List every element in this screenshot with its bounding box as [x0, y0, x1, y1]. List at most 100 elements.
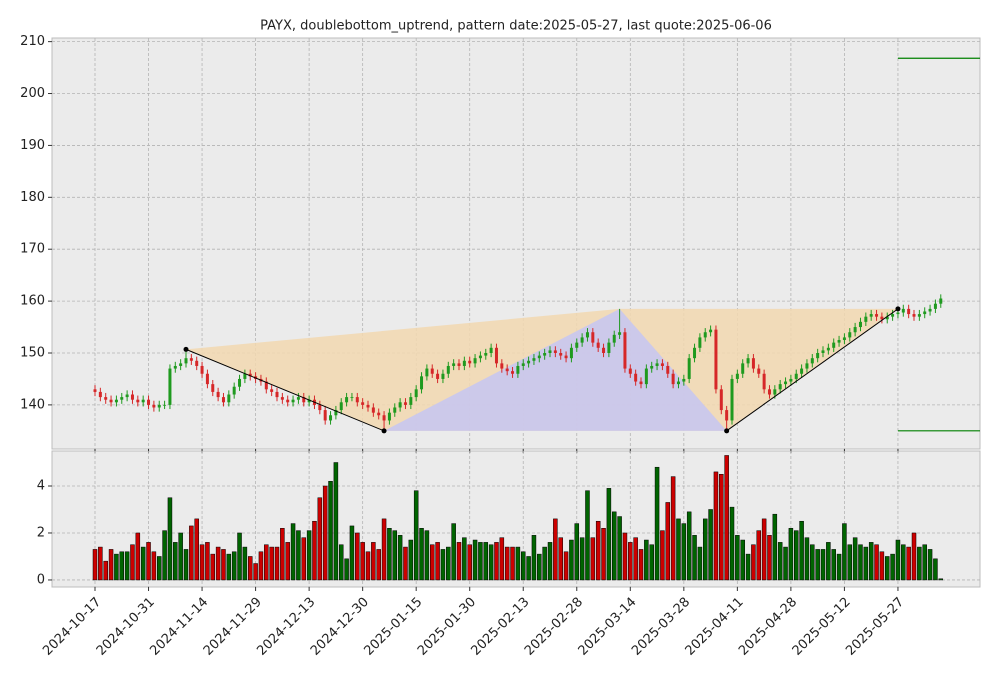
volume-bar: [719, 474, 724, 581]
volume-bar: [365, 551, 371, 581]
volume-bar: [312, 520, 317, 581]
volume-bar: [344, 558, 349, 581]
candle-body: [318, 404, 322, 411]
candle-body: [741, 363, 745, 374]
candle-body: [757, 368, 761, 374]
volume-bar: [478, 542, 483, 581]
candle-body: [329, 415, 333, 421]
volume-bar: [644, 539, 649, 581]
volume-bar: [360, 542, 365, 581]
candle-body: [446, 365, 450, 374]
volume-bar: [258, 551, 264, 581]
volume-bar: [408, 539, 414, 581]
candle-body: [585, 332, 589, 338]
volume-bar: [740, 539, 745, 581]
volume-bar: [526, 556, 531, 581]
volume-bar: [777, 542, 783, 581]
volume-bar: [810, 544, 815, 581]
volume-bar: [702, 518, 708, 581]
volume-bar: [783, 546, 788, 581]
volume-bar: [729, 506, 735, 581]
volume-bar: [371, 542, 376, 581]
candle-body: [901, 308, 905, 313]
candle-body: [478, 355, 482, 359]
volume-bar: [820, 549, 826, 581]
volume-bar: [649, 544, 654, 581]
volume-bar: [826, 542, 831, 581]
candle-body: [826, 347, 830, 351]
volume-bar: [547, 542, 553, 581]
candle-body: [500, 363, 504, 369]
candle-body: [537, 355, 541, 359]
pattern-line: [185, 348, 385, 432]
volume-bar: [531, 535, 537, 581]
y-tick-label: 210: [20, 34, 45, 49]
volume-bar: [237, 532, 242, 581]
candle-body: [173, 365, 177, 369]
candle-body: [591, 332, 595, 343]
candle-body: [505, 368, 509, 372]
candle-body: [816, 352, 820, 359]
candle-body: [286, 399, 290, 403]
y-tick-label: 190: [20, 138, 45, 153]
volume-bar: [376, 549, 381, 581]
candle-body: [639, 381, 643, 385]
volume-bar: [151, 551, 157, 581]
candle-body: [880, 316, 884, 320]
y-tick-label: 0: [37, 572, 45, 587]
y-tick-label: 200: [20, 86, 45, 101]
volume-bar: [328, 481, 333, 581]
candle-body: [414, 389, 418, 398]
volume-bar: [456, 542, 462, 581]
candle-body: [307, 399, 311, 403]
volume-bar: [938, 578, 944, 581]
volume-bar: [429, 544, 435, 581]
candle-body: [789, 378, 793, 382]
candle-body: [302, 397, 306, 403]
volume-bar: [601, 528, 606, 581]
volume-bar: [435, 542, 440, 581]
candle-body: [666, 365, 670, 374]
candle-body: [612, 334, 616, 343]
candle-body: [676, 381, 680, 385]
volume-bar: [264, 544, 269, 581]
volume-bar: [162, 530, 167, 581]
volume-bar: [173, 542, 178, 581]
volume-bar: [119, 551, 125, 581]
candle-body: [355, 397, 359, 403]
volume-bar: [761, 518, 767, 581]
volume-bar: [590, 537, 596, 581]
candle-body: [157, 404, 161, 408]
candle-body: [725, 410, 729, 421]
candle-body: [398, 402, 402, 408]
y-tick-label: 150: [20, 345, 45, 360]
volume-bar: [906, 546, 911, 581]
candle-body: [858, 321, 862, 328]
volume-bar: [130, 544, 135, 581]
candle-body: [655, 363, 659, 366]
candle-body: [907, 308, 911, 315]
volume-bar: [194, 518, 199, 581]
pattern-line: [726, 308, 899, 432]
volume-bar: [183, 549, 189, 581]
volume-bar: [467, 544, 472, 581]
candle-body: [928, 308, 932, 312]
candle-body: [548, 350, 552, 353]
candle-body: [141, 399, 145, 403]
candle-body: [719, 389, 723, 411]
candle-body: [628, 368, 632, 374]
volume-bar: [413, 490, 419, 581]
volume-bar: [767, 535, 772, 581]
candle-body: [516, 365, 520, 374]
candle-body: [746, 358, 750, 364]
candle-body: [425, 368, 429, 377]
candle-body: [130, 394, 134, 400]
volume-bar: [92, 549, 98, 581]
candle-body: [580, 337, 584, 343]
candle-body: [136, 399, 140, 403]
volume-bar: [156, 556, 162, 581]
candle-body: [238, 378, 242, 387]
candle-body: [650, 365, 654, 369]
candle-body: [703, 332, 707, 338]
